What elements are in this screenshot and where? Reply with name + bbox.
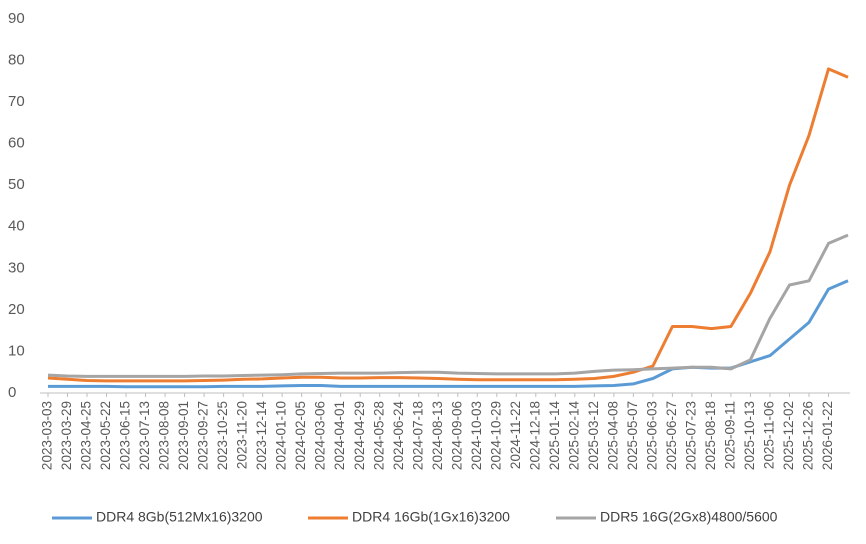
series-line [47, 233, 849, 378]
x-tick-label: 2024-01-10 [274, 401, 289, 470]
x-tick-label: 2024-11-22 [508, 401, 523, 469]
x-tick-label: 2023-06-15 [118, 401, 133, 470]
y-tick-label: 50 [8, 176, 25, 193]
y-tick-label: 80 [8, 52, 25, 69]
x-tick-label: 2023-11-20 [235, 401, 250, 469]
y-tick-label: 10 [8, 342, 25, 359]
x-tick-label: 2025-06-27 [664, 401, 679, 470]
series-line [47, 67, 849, 383]
x-tick-label: 2025-07-23 [683, 401, 698, 470]
x-tick-label: 2023-04-25 [79, 401, 94, 470]
y-tick-label: 20 [8, 301, 25, 318]
x-tick-label: 2023-12-14 [254, 401, 269, 471]
x-tick-label: 2025-04-08 [605, 401, 620, 470]
y-tick-label: 30 [8, 259, 25, 276]
x-tick-label: 2024-10-29 [488, 401, 503, 470]
x-tick-label: 2025-12-26 [801, 401, 816, 470]
x-tick-label: 2025-12-02 [781, 401, 796, 470]
x-tick-label: 2024-05-28 [371, 401, 386, 470]
x-tick-label: 2024-04-29 [352, 401, 367, 470]
y-tick-label: 40 [8, 218, 25, 235]
y-tick-label: 70 [8, 93, 25, 110]
x-tick-label: 2025-08-18 [703, 401, 718, 470]
x-tick-label: 2025-06-03 [644, 401, 659, 470]
series-line [48, 279, 849, 389]
x-tick-label: 2023-10-25 [215, 401, 230, 470]
x-tick-label: 2024-08-13 [430, 401, 445, 470]
x-tick-label: 2023-09-27 [196, 401, 211, 470]
x-tick-label: 2024-04-01 [332, 401, 347, 470]
x-tick-label: 2025-02-14 [566, 401, 581, 471]
x-tick-label: 2025-01-14 [547, 401, 562, 471]
x-tick-label: 2023-03-03 [40, 401, 55, 470]
legend-label: DDR5 16G(2Gx8)4800/5600 [600, 509, 778, 525]
x-tick-label: 2024-12-18 [527, 401, 542, 470]
x-tick-label: 2023-07-13 [137, 401, 152, 470]
x-tick-label: 2023-09-01 [176, 401, 191, 470]
x-tick-label: 2023-08-08 [157, 401, 172, 470]
y-tick-label: 60 [8, 135, 25, 152]
legend-label: DDR4 16Gb(1Gx16)3200 [352, 509, 510, 525]
x-tick-label: 2024-09-06 [449, 401, 464, 470]
x-tick-label: 2023-05-22 [98, 401, 113, 470]
x-tick-label: 2024-03-06 [313, 401, 328, 470]
x-tick-label: 2025-09-11 [722, 401, 737, 469]
y-tick-label: 90 [8, 10, 25, 27]
x-tick-label: 2025-03-12 [586, 401, 601, 470]
x-tick-label: 2025-10-13 [742, 401, 757, 470]
x-tick-label: 2026-01-22 [820, 401, 835, 470]
y-tick-label: 0 [8, 384, 16, 401]
x-tick-label: 2024-06-24 [391, 401, 406, 471]
x-tick-label: 2024-07-18 [410, 401, 425, 470]
legend-label: DDR4 8Gb(512Mx16)3200 [96, 509, 263, 525]
x-tick-label: 2025-05-07 [625, 401, 640, 470]
x-tick-label: 2023-03-29 [59, 401, 74, 470]
x-tick-label: 2025-11-06 [762, 401, 777, 469]
x-tick-label: 2024-02-05 [293, 401, 308, 470]
x-tick-label: 2024-10-03 [469, 401, 484, 470]
